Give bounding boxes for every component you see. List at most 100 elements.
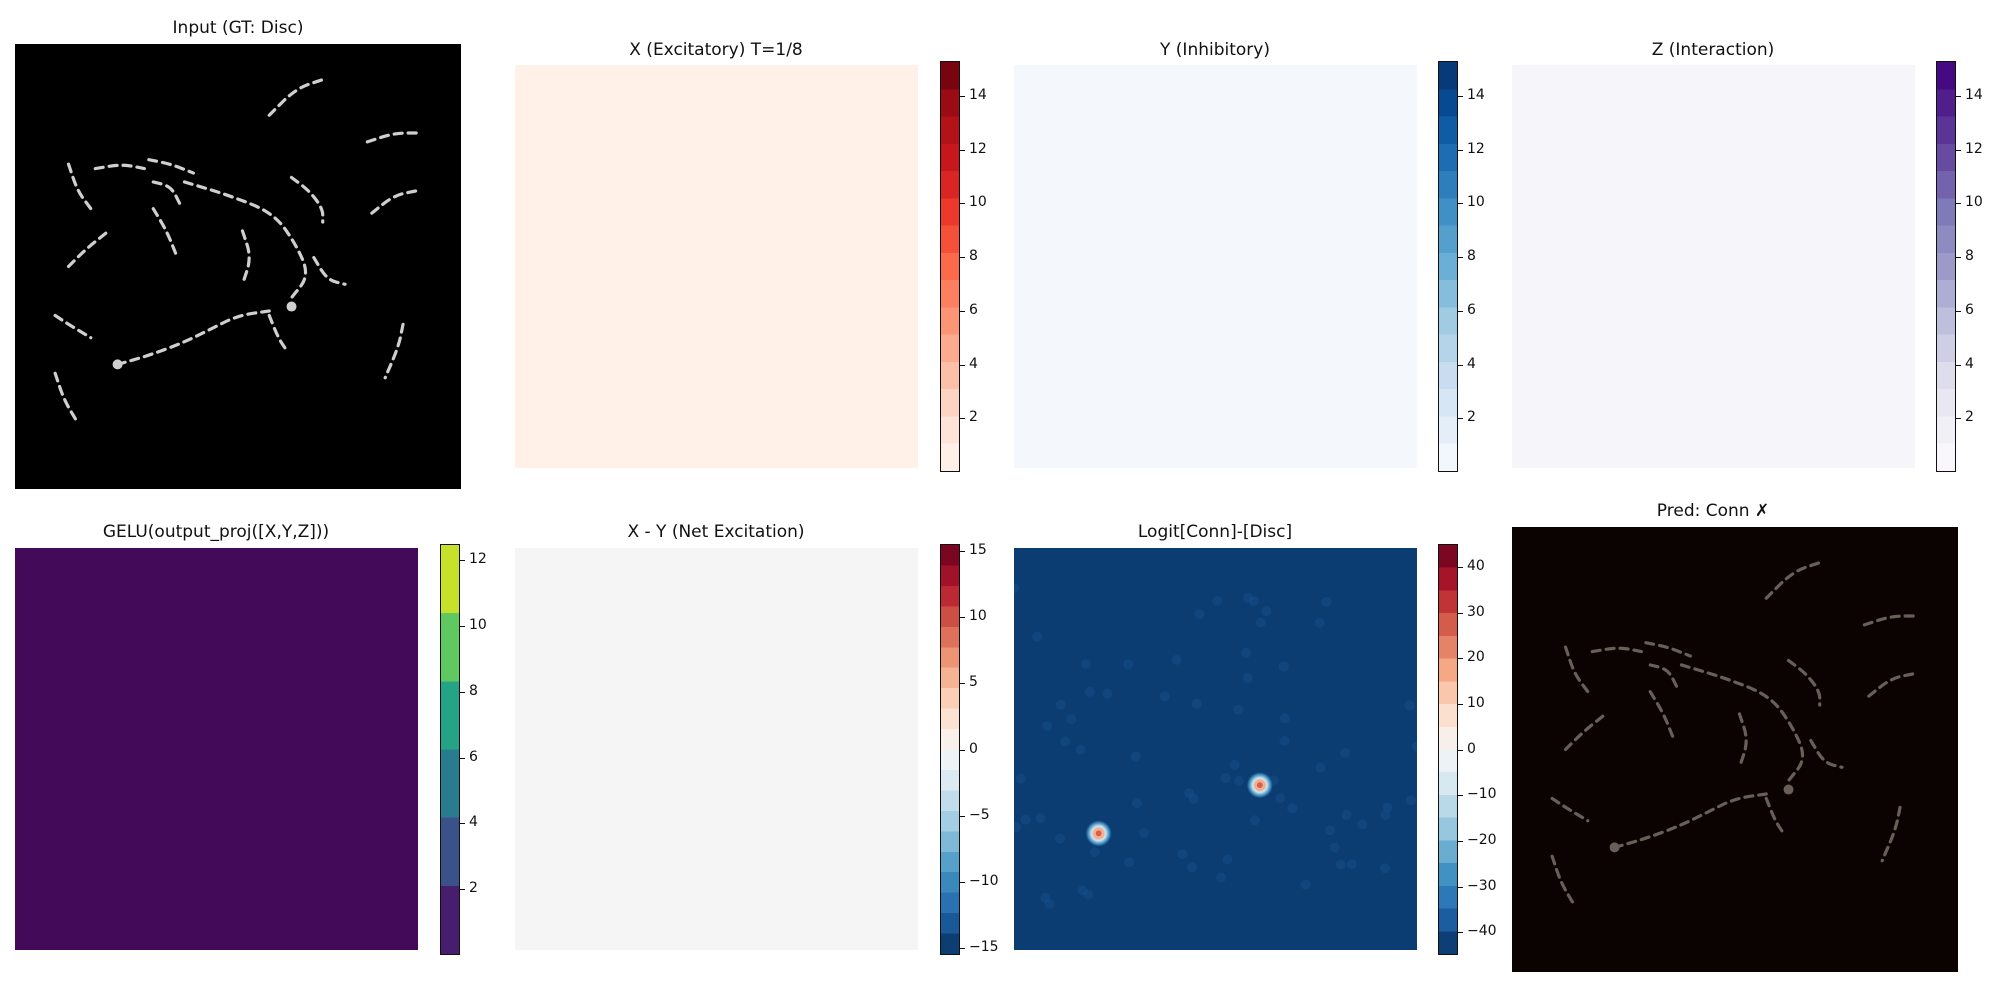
filament-segment xyxy=(93,163,146,171)
colorbar-tick-mark xyxy=(1956,310,1961,312)
filament-segment xyxy=(53,313,93,340)
colorbar-tick-mark xyxy=(1458,257,1463,259)
colorbar-tick-label: 10 xyxy=(1467,694,1485,711)
filament-segment xyxy=(240,229,251,286)
panel-title: Input (GT: Disc) xyxy=(172,18,304,38)
filament-segment xyxy=(383,322,405,380)
colorbar-tick-mark xyxy=(960,257,965,259)
colorbar-tick-label: 0 xyxy=(969,740,978,757)
texture-dot xyxy=(1379,863,1390,874)
texture-dot xyxy=(1014,822,1021,833)
heatmap-4 xyxy=(1512,65,1915,468)
texture-dot xyxy=(1187,862,1198,873)
colorbar-3 xyxy=(1438,61,1458,472)
texture-dot xyxy=(1242,673,1253,684)
texture-dot xyxy=(1249,815,1260,826)
colorbar-tick-mark xyxy=(1956,364,1961,366)
colorbar-tick-label: −15 xyxy=(969,939,999,956)
filament-segment xyxy=(66,162,93,211)
colorbar-tick-label: 2 xyxy=(1965,409,1974,426)
texture-dot xyxy=(1216,872,1227,883)
colorbar-tick-label: −10 xyxy=(1467,786,1497,803)
colorbar-tick-mark xyxy=(1458,886,1463,888)
texture-dot xyxy=(1040,892,1051,903)
colorbar-tick-mark xyxy=(1956,418,1961,420)
heatmap-background xyxy=(1512,527,1958,972)
colorbar-tick-label: 6 xyxy=(1467,301,1476,318)
colorbar-tick-label: 4 xyxy=(1467,355,1476,372)
filament-segment xyxy=(289,175,325,224)
filament-segment xyxy=(147,158,195,175)
heatmap-8 xyxy=(1512,527,1958,972)
texture-dot xyxy=(1194,609,1205,620)
texture-dot xyxy=(1124,857,1135,868)
panel-title: X - Y (Net Excitation) xyxy=(627,522,805,542)
texture-dot xyxy=(1405,795,1416,806)
texture-dot xyxy=(1191,698,1202,709)
colorbar-tick-label: 6 xyxy=(1965,301,1974,318)
colorbar-tick-mark xyxy=(460,889,465,891)
texture-dot xyxy=(1222,854,1233,865)
colorbar-tick-mark xyxy=(1956,95,1961,97)
colorbar-tick-mark xyxy=(960,203,965,205)
texture-dot xyxy=(1275,793,1286,804)
colorbar-tick-mark xyxy=(960,948,965,950)
filament-segment xyxy=(151,180,182,206)
colorbar-tick-label: 15 xyxy=(969,541,987,558)
filament-segment xyxy=(1563,645,1590,694)
texture-dot xyxy=(1279,735,1290,746)
filament-segment xyxy=(151,207,178,255)
texture-dot xyxy=(1278,661,1289,672)
heatmap-background xyxy=(515,548,918,950)
texture-dot xyxy=(1248,596,1259,607)
colorbar-tick-mark xyxy=(1458,95,1463,97)
panel-title: X (Excitatory) T=1/8 xyxy=(629,40,803,60)
colorbar-tick-mark xyxy=(1956,149,1961,151)
colorbar-tick-mark xyxy=(1956,203,1961,205)
colorbar-tick-mark xyxy=(960,616,965,618)
colorbar-tick-label: 8 xyxy=(1467,248,1476,265)
texture-dot xyxy=(1315,762,1326,773)
filament-segment xyxy=(1644,641,1692,658)
heatmap-2 xyxy=(515,65,918,468)
endpoint-marker xyxy=(286,301,297,312)
colorbar-tick-label: 2 xyxy=(1467,409,1476,426)
filament-segment xyxy=(365,131,423,144)
filament-segment xyxy=(1786,658,1822,707)
colorbar-tick-label: 8 xyxy=(1965,248,1974,265)
colorbar-tick-mark xyxy=(1458,932,1463,934)
texture-dot xyxy=(1341,809,1352,820)
texture-dot xyxy=(1130,751,1141,762)
colorbar-tick-label: 8 xyxy=(469,682,478,699)
colorbar-tick-mark xyxy=(1458,364,1463,366)
colorbar-tick-label: 20 xyxy=(1467,649,1485,666)
texture-dot xyxy=(1042,720,1053,731)
colorbar-tick-mark xyxy=(960,95,965,97)
heatmap-background xyxy=(1014,65,1417,468)
texture-dot xyxy=(1300,879,1311,890)
panel-title: Pred: Conn ✗ xyxy=(1656,501,1770,521)
texture-dot xyxy=(1329,842,1340,853)
heatmap-background xyxy=(15,548,418,950)
filament-segment xyxy=(1648,663,1679,689)
colorbar-tick-label: 4 xyxy=(469,814,478,831)
colorbar-tick-label: 10 xyxy=(969,194,987,211)
filament-segment xyxy=(1809,739,1844,769)
filament-segment xyxy=(1764,561,1822,600)
texture-dot xyxy=(1380,810,1391,821)
texture-dot xyxy=(1255,617,1266,628)
endpoint-marker xyxy=(1783,784,1794,795)
filament-segment xyxy=(1648,690,1675,738)
texture-dot xyxy=(1084,686,1095,697)
colorbar-tick-mark xyxy=(1458,840,1463,842)
colorbar-tick-mark xyxy=(960,418,965,420)
colorbar-tick-mark xyxy=(960,310,965,312)
heatmap-1 xyxy=(15,44,461,489)
colorbar-tick-mark xyxy=(460,560,465,562)
panel-title: Z (Interaction) xyxy=(1651,40,1775,60)
colorbar-tick-mark xyxy=(1458,203,1463,205)
texture-dot xyxy=(1015,773,1026,784)
texture-dot xyxy=(1159,691,1170,702)
filament-segment xyxy=(370,189,418,215)
texture-dot xyxy=(1032,631,1043,642)
